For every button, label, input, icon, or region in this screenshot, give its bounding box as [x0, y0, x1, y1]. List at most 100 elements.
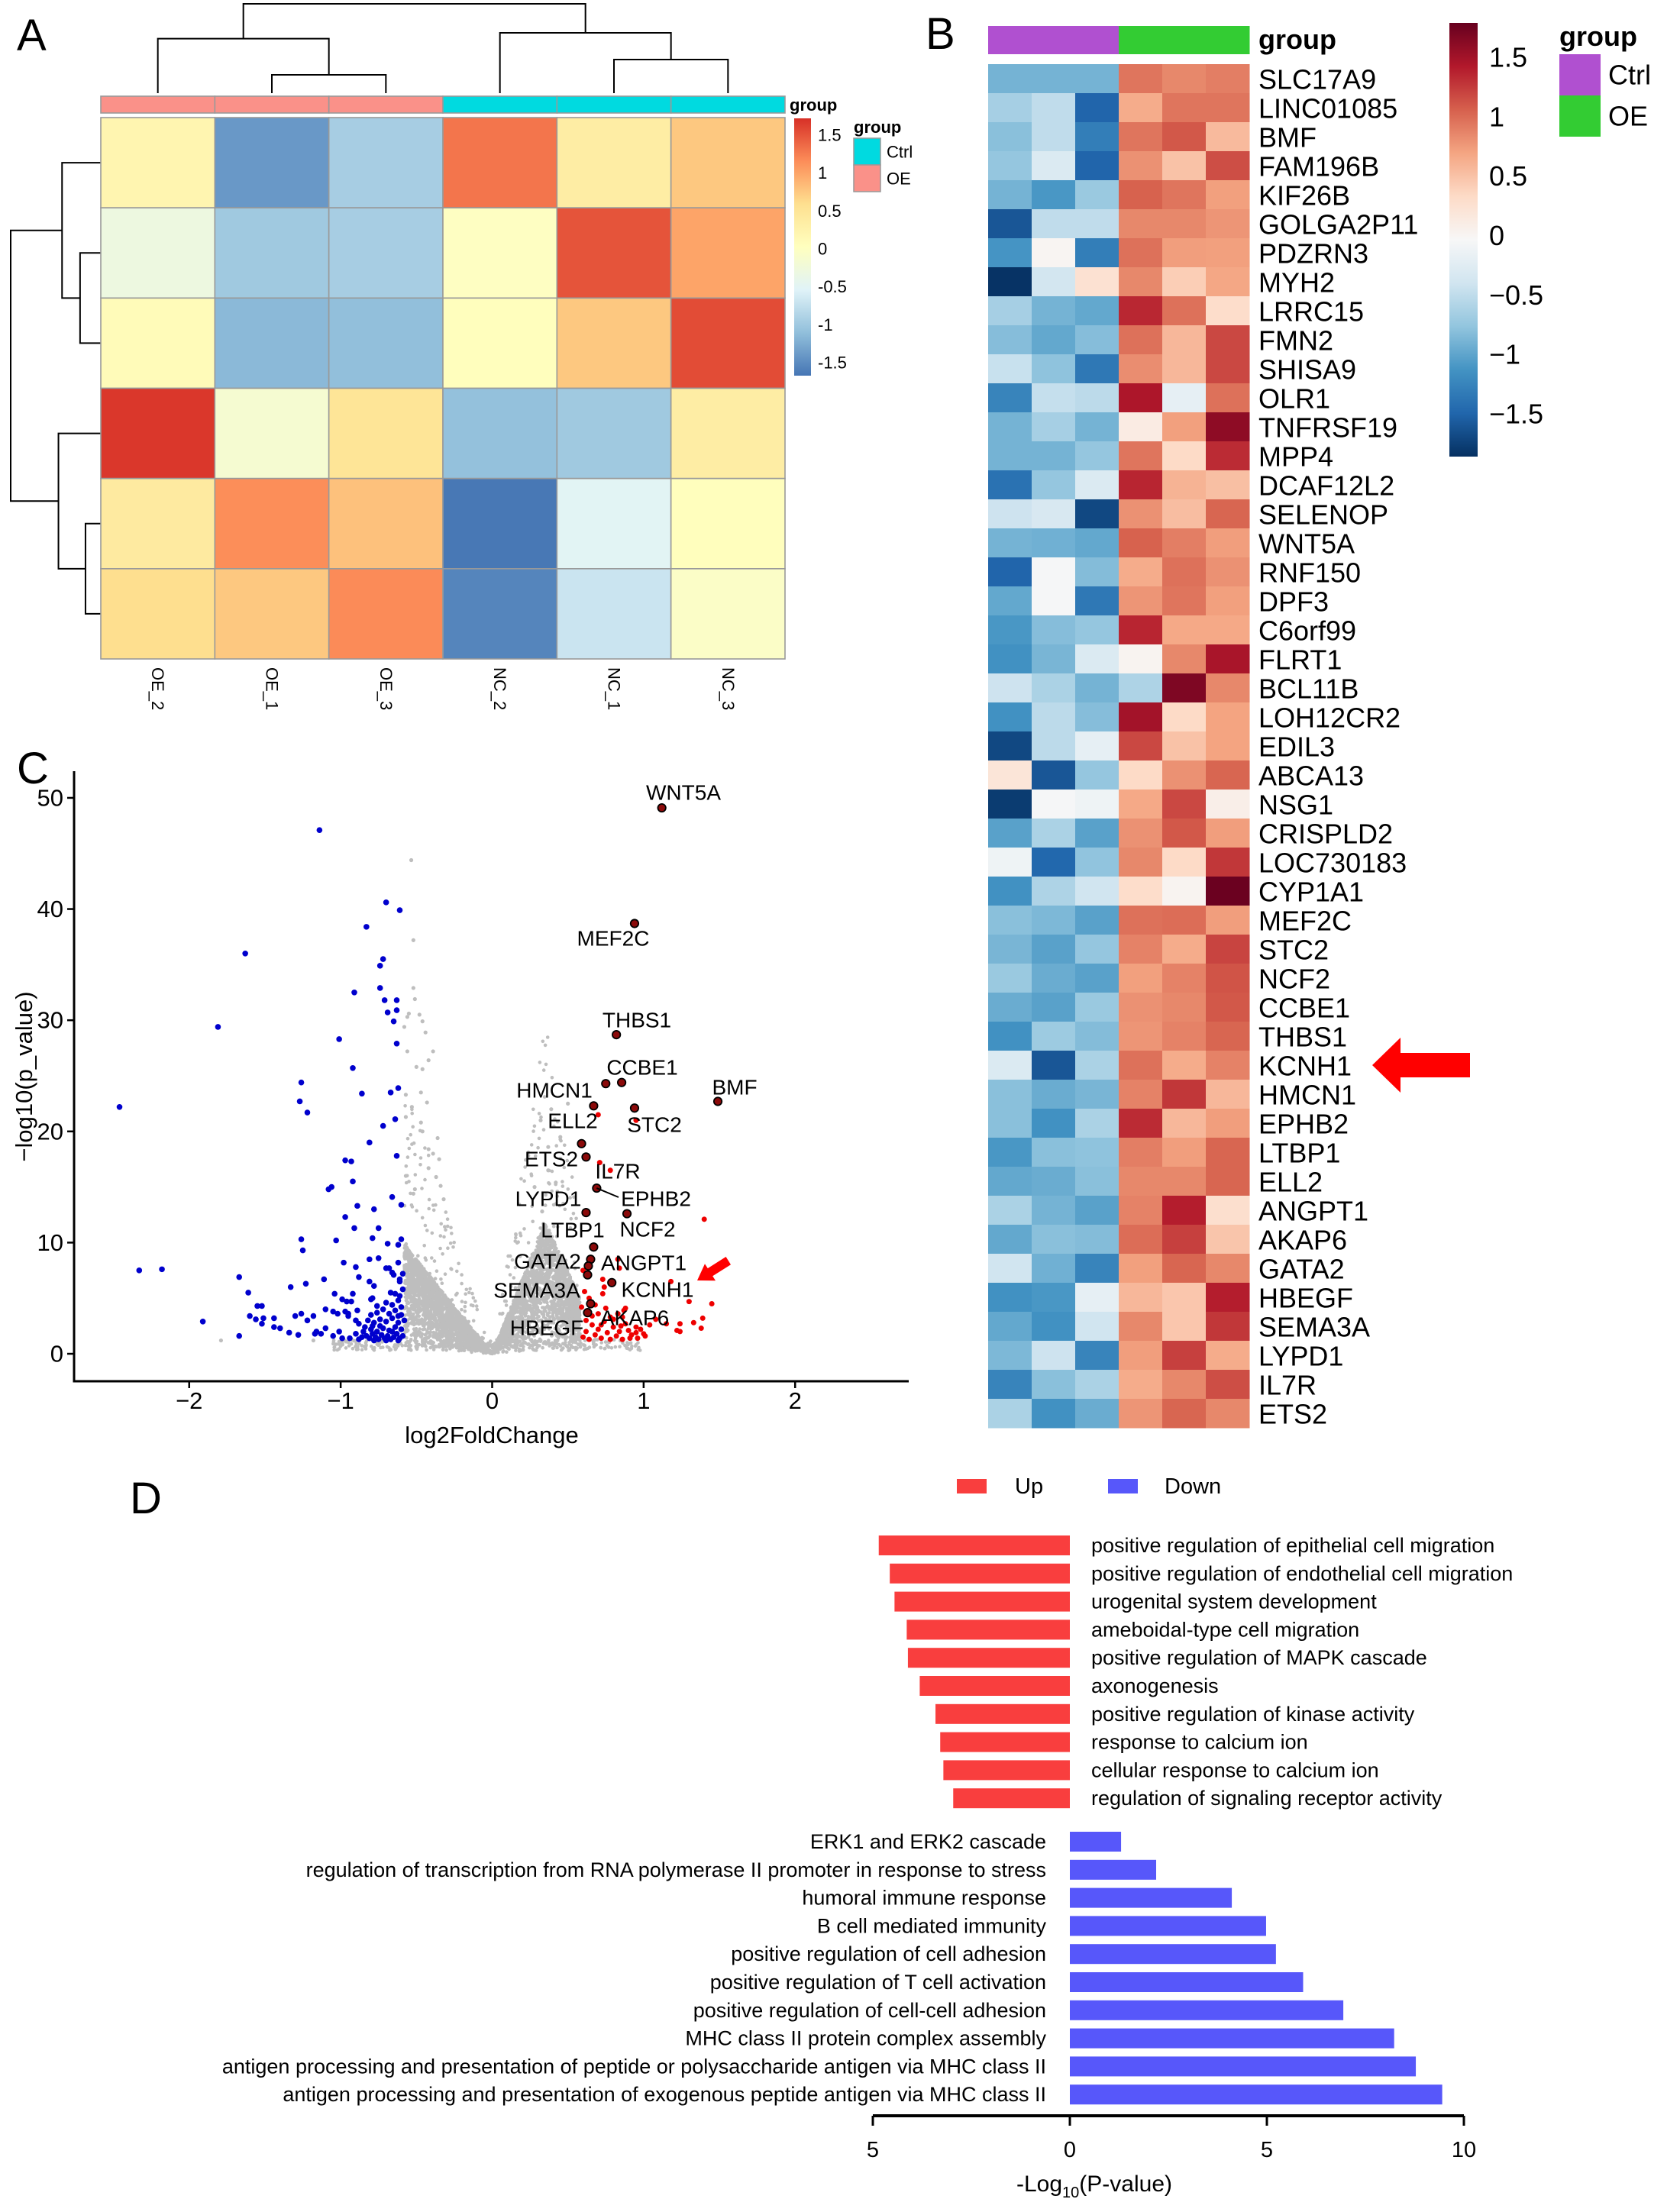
gray-point [449, 1225, 453, 1230]
annotation-cell [442, 95, 558, 114]
gene-label: FLRT1 [1258, 644, 1342, 676]
heatmap-cell [1119, 964, 1163, 993]
heatmap-cell [1032, 586, 1076, 616]
annotation-cell [1119, 26, 1163, 54]
heatmap-cell [1119, 354, 1163, 384]
gray-point [530, 1269, 534, 1274]
gray-point [541, 1315, 546, 1319]
heatmap-cell [988, 1312, 1032, 1342]
heatmap-cell [1075, 644, 1119, 674]
heatmap-cell [1032, 1051, 1076, 1080]
gray-point [468, 1287, 472, 1291]
heatmap-cell [1206, 848, 1250, 877]
gray-point [444, 1345, 447, 1348]
gray-point [531, 1348, 535, 1352]
heatmap-cell [214, 297, 330, 389]
gray-point [466, 1334, 470, 1338]
gray-point [441, 1316, 445, 1320]
gray-point [452, 1308, 457, 1312]
gray-point [460, 1329, 464, 1334]
gene-label: LRRC15 [1258, 296, 1364, 328]
gray-point [556, 1119, 560, 1124]
annotation-track [988, 26, 1250, 54]
heatmap-cell [1075, 441, 1119, 471]
gray-point [471, 1319, 476, 1323]
gray-point [413, 1258, 418, 1261]
heatmap-cell [1206, 354, 1250, 384]
heatmap-cell [1075, 1109, 1119, 1138]
heatmap-cell [670, 297, 786, 389]
heatmap-cell [1119, 877, 1163, 906]
gray-point [561, 1346, 565, 1350]
heatmap-cell [988, 1341, 1032, 1371]
gray-point [405, 1015, 410, 1019]
gray-point [481, 1336, 485, 1341]
heatmap-cell [1206, 819, 1250, 848]
gray-point [447, 1341, 451, 1345]
heatmap-cell [670, 117, 786, 208]
heatmap-cell [1119, 935, 1163, 964]
gray-point [522, 1179, 526, 1183]
gray-point [425, 1278, 429, 1282]
gray-point [410, 1111, 414, 1116]
gene-label: LYPD1 [1258, 1341, 1343, 1372]
gray-point [523, 1165, 527, 1169]
heatmap-cell [1032, 267, 1076, 297]
gray-point [427, 1206, 431, 1211]
gray-point [550, 1189, 554, 1193]
heatmap-cell [1206, 180, 1250, 210]
gray-point [526, 1283, 530, 1287]
gray-point [421, 1295, 425, 1299]
gray-point [385, 1345, 389, 1349]
gray-point [438, 1345, 441, 1349]
gray-point [451, 1245, 455, 1249]
gray-point [407, 1146, 412, 1151]
gene-label: KIF26B [1258, 180, 1350, 212]
heatmap-cell [1206, 64, 1250, 94]
gray-point [501, 1311, 505, 1316]
heatmap-cell [1119, 1138, 1163, 1167]
heatmap-cell [1162, 64, 1207, 94]
gray-point [441, 1340, 445, 1344]
gray-point [541, 1249, 546, 1253]
gray-point [554, 1308, 558, 1313]
heatmap-cell [1119, 1051, 1163, 1080]
gray-point [555, 1345, 559, 1350]
gray-point [560, 1315, 564, 1319]
gene-label: FAM196B [1258, 151, 1379, 182]
color-scale-legend: 1.510.50−0.5−1−1.5 [1449, 23, 1543, 457]
gene-labels: SLC17A9LINC01085BMFFAM196BKIF26BGOLGA2P1… [1258, 64, 1418, 1430]
gray-point [402, 1264, 406, 1267]
gray-point [430, 1284, 435, 1287]
gray-point [426, 1153, 431, 1158]
gene-label: MYH2 [1258, 267, 1335, 299]
gray-point [409, 1283, 413, 1287]
gray-point [548, 1344, 551, 1348]
heatmap-cell [1162, 877, 1207, 906]
gray-point [528, 1306, 532, 1311]
gray-point [524, 1158, 528, 1162]
heatmap-cell [1206, 935, 1250, 964]
heatmap-cell [1119, 412, 1163, 442]
heatmap-cell [1119, 760, 1163, 790]
gray-point [548, 1232, 552, 1235]
heatmap-cell [988, 1399, 1032, 1429]
heatmap-cell [988, 267, 1032, 297]
heatmap-cell [1206, 1254, 1250, 1284]
gray-point [420, 1285, 425, 1289]
gray-point [402, 1025, 407, 1029]
gray-point [553, 1305, 557, 1309]
gray-point [550, 1245, 554, 1250]
heatmap-cell [988, 1109, 1032, 1138]
gray-point [423, 1030, 428, 1035]
heatmap-cell [556, 207, 672, 299]
gray-point [574, 1305, 579, 1309]
heatmap-cell [988, 1225, 1032, 1254]
gray-point [448, 1324, 453, 1328]
gray-point [551, 1313, 554, 1318]
gray-point [570, 1281, 574, 1285]
heatmap-cell [1032, 1399, 1076, 1429]
heatmap-cell [442, 207, 558, 299]
gene-label: OLR1 [1258, 383, 1330, 415]
gray-point [443, 1225, 447, 1229]
